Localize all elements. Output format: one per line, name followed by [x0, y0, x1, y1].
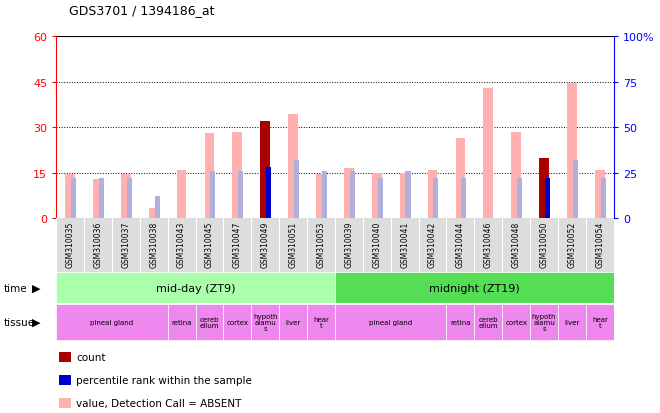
Bar — [483, 89, 493, 219]
Bar — [316, 175, 326, 219]
Bar — [512, 133, 521, 219]
Bar — [99, 179, 104, 219]
Text: GSM310048: GSM310048 — [512, 221, 521, 268]
Text: mid-day (ZT9): mid-day (ZT9) — [156, 283, 235, 293]
Bar — [595, 171, 605, 219]
Text: liver: liver — [564, 319, 579, 325]
Text: tissue: tissue — [3, 317, 34, 327]
Bar — [372, 173, 381, 219]
Bar — [573, 161, 578, 219]
Text: cortex: cortex — [226, 319, 248, 325]
Text: GSM310054: GSM310054 — [595, 221, 605, 268]
Bar — [154, 196, 160, 219]
Bar — [378, 179, 383, 219]
Text: percentile rank within the sample: percentile rank within the sample — [76, 375, 251, 385]
Bar — [428, 171, 438, 219]
Text: midnight (ZT19): midnight (ZT19) — [429, 283, 520, 293]
Text: GSM310035: GSM310035 — [65, 221, 75, 268]
Bar — [322, 172, 327, 219]
Bar — [335, 304, 446, 340]
Bar — [601, 179, 606, 219]
Text: GSM310052: GSM310052 — [568, 221, 576, 268]
Text: hypoth
alamu
s: hypoth alamu s — [532, 313, 556, 331]
Text: GSM310050: GSM310050 — [540, 221, 548, 268]
Text: GSM310043: GSM310043 — [177, 221, 186, 268]
Bar — [350, 172, 354, 219]
Text: cereb
ellum: cereb ellum — [478, 316, 498, 328]
Bar — [56, 273, 335, 304]
Text: GSM310037: GSM310037 — [121, 221, 130, 268]
Text: GSM310041: GSM310041 — [400, 221, 409, 268]
Bar — [461, 179, 466, 219]
Bar — [586, 304, 614, 340]
Bar — [260, 122, 270, 219]
Bar — [56, 304, 168, 340]
Text: pineal gland: pineal gland — [90, 319, 133, 325]
Text: hear
t: hear t — [592, 316, 608, 328]
Bar — [211, 172, 215, 219]
Text: retina: retina — [450, 319, 471, 325]
Bar — [344, 169, 354, 219]
Bar — [251, 304, 279, 340]
Bar — [93, 180, 103, 219]
Bar — [455, 139, 465, 219]
Text: GSM310053: GSM310053 — [317, 221, 325, 268]
Bar — [148, 208, 158, 219]
Bar — [65, 175, 75, 219]
Bar — [502, 304, 530, 340]
Text: GSM310036: GSM310036 — [94, 221, 102, 268]
Text: GSM310039: GSM310039 — [345, 221, 353, 268]
Text: GSM310038: GSM310038 — [149, 221, 158, 268]
Text: count: count — [76, 352, 106, 362]
Bar — [545, 179, 550, 219]
Bar — [232, 133, 242, 219]
Bar — [446, 304, 475, 340]
Bar — [517, 179, 522, 219]
Bar — [177, 171, 187, 219]
Text: GSM310049: GSM310049 — [261, 221, 270, 268]
Text: GSM310042: GSM310042 — [428, 221, 437, 268]
Bar — [238, 172, 243, 219]
Bar — [434, 179, 438, 219]
Bar — [558, 304, 586, 340]
Bar — [71, 179, 76, 219]
Text: ▶: ▶ — [32, 317, 40, 327]
Bar — [205, 134, 214, 219]
Text: GSM310040: GSM310040 — [372, 221, 381, 268]
Text: retina: retina — [172, 319, 192, 325]
Bar — [567, 84, 577, 219]
Bar — [168, 304, 195, 340]
Text: GSM310046: GSM310046 — [484, 221, 493, 268]
Bar — [266, 167, 271, 219]
Bar — [121, 175, 131, 219]
Text: GSM310045: GSM310045 — [205, 221, 214, 268]
Bar — [539, 158, 549, 219]
Text: cortex: cortex — [505, 319, 527, 325]
Text: time: time — [3, 283, 27, 293]
Bar — [475, 304, 502, 340]
Text: liver: liver — [286, 319, 301, 325]
Bar — [127, 179, 131, 219]
Text: value, Detection Call = ABSENT: value, Detection Call = ABSENT — [76, 398, 242, 408]
Bar — [223, 304, 251, 340]
Bar — [288, 114, 298, 219]
Bar — [335, 273, 614, 304]
Bar — [294, 161, 299, 219]
Text: hypoth
alamu
s: hypoth alamu s — [253, 313, 277, 331]
Bar — [279, 304, 307, 340]
Text: GSM310047: GSM310047 — [233, 221, 242, 268]
Text: GDS3701 / 1394186_at: GDS3701 / 1394186_at — [69, 4, 214, 17]
Bar — [195, 304, 223, 340]
Text: GSM310044: GSM310044 — [456, 221, 465, 268]
Text: hear
t: hear t — [313, 316, 329, 328]
Text: cereb
ellum: cereb ellum — [200, 316, 219, 328]
Bar — [530, 304, 558, 340]
Text: ▶: ▶ — [32, 283, 40, 293]
Bar — [307, 304, 335, 340]
Bar — [405, 172, 411, 219]
Text: pineal gland: pineal gland — [369, 319, 412, 325]
Text: GSM310051: GSM310051 — [288, 221, 298, 268]
Bar — [400, 173, 410, 219]
